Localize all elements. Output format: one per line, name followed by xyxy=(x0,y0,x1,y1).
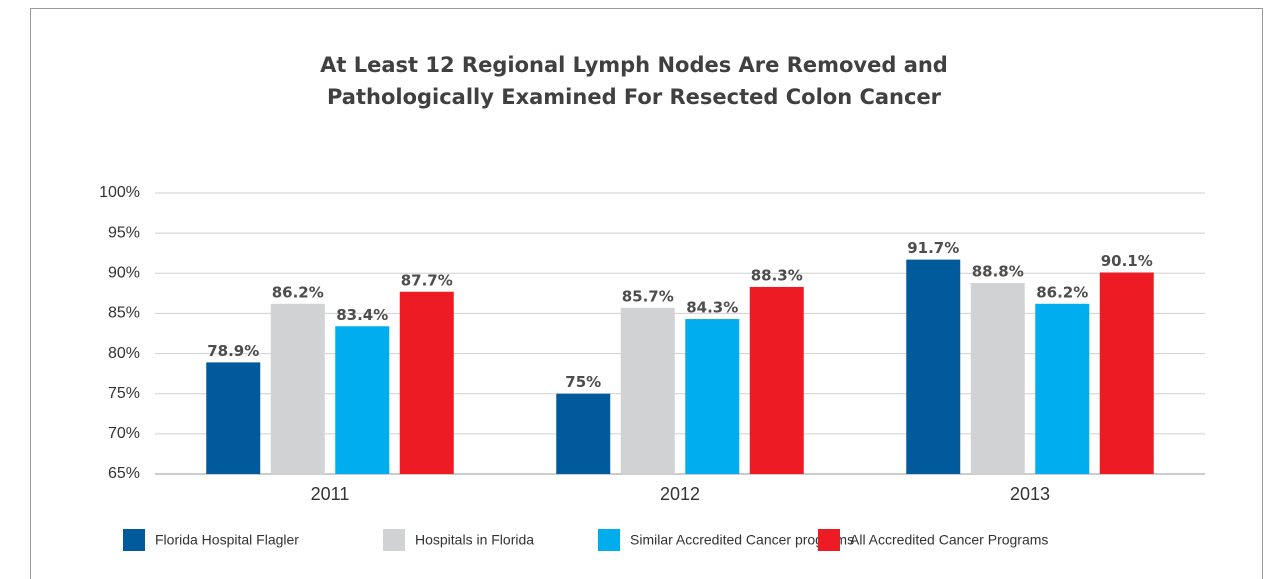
y-tick-label: 75% xyxy=(108,385,140,402)
bar xyxy=(1035,303,1090,474)
value-label: 91.7% xyxy=(907,239,959,257)
bar xyxy=(1099,272,1154,474)
x-tick-label: 2011 xyxy=(311,484,350,504)
frame xyxy=(30,8,1263,579)
y-tick-label: 90% xyxy=(108,265,140,282)
value-label: 88.8% xyxy=(972,262,1024,280)
value-label: 86.2% xyxy=(1036,283,1088,301)
legend-swatch xyxy=(123,529,145,551)
y-tick-label: 85% xyxy=(108,305,140,322)
x-tick-label: 2013 xyxy=(1010,484,1050,504)
bar xyxy=(685,319,740,474)
legend-swatch xyxy=(818,529,840,551)
value-label: 83.4% xyxy=(336,306,388,324)
x-tick-label: 2012 xyxy=(660,484,700,504)
y-tick-label: 80% xyxy=(108,345,140,362)
value-label: 85.7% xyxy=(622,287,674,305)
legend-swatch xyxy=(598,529,620,551)
value-label: 90.1% xyxy=(1101,252,1153,270)
bar xyxy=(270,303,325,474)
bar xyxy=(399,291,454,474)
bar xyxy=(335,326,390,474)
legend-label: All Accredited Cancer Programs xyxy=(850,532,1048,548)
bar xyxy=(620,307,675,474)
value-label: 86.2% xyxy=(272,283,324,301)
value-label: 84.3% xyxy=(686,299,738,317)
legend-swatch xyxy=(383,529,405,551)
legend-label: Similar Accredited Cancer programs xyxy=(630,532,854,548)
bar xyxy=(906,259,961,474)
chart-title: At Least 12 Regional Lymph Nodes Are Rem… xyxy=(320,53,948,77)
value-label: 75% xyxy=(565,373,601,391)
legend-label: Florida Hospital Flagler xyxy=(155,532,299,548)
chart-title: Pathologically Examined For Resected Col… xyxy=(327,85,942,109)
value-label: 87.7% xyxy=(401,271,453,289)
bar xyxy=(206,362,261,474)
value-label: 88.3% xyxy=(751,266,803,284)
y-tick-label: 70% xyxy=(108,425,140,442)
legend-label: Hospitals in Florida xyxy=(415,532,534,548)
value-label: 78.9% xyxy=(207,342,259,360)
y-tick-label: 100% xyxy=(99,184,140,201)
y-tick-label: 95% xyxy=(108,224,140,241)
bar xyxy=(556,393,611,474)
y-tick-label: 65% xyxy=(108,465,140,482)
bar xyxy=(749,286,804,474)
bar xyxy=(970,282,1025,474)
